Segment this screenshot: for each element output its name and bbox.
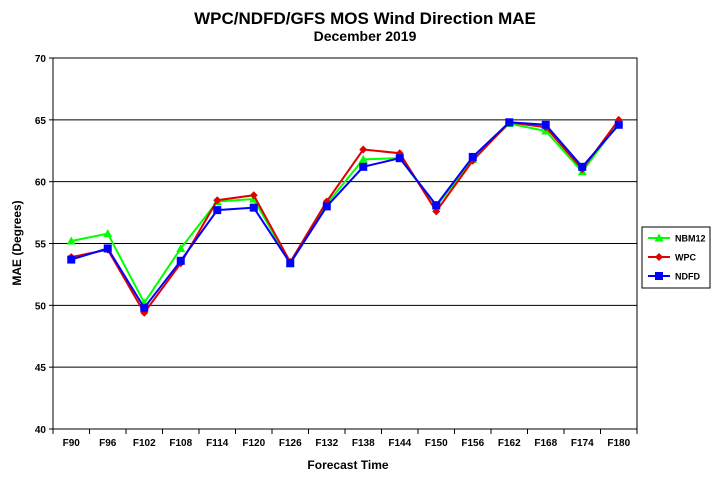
data-point bbox=[140, 303, 149, 312]
legend-marker bbox=[654, 233, 664, 242]
legend-label: NBM12 bbox=[675, 234, 706, 244]
data-point bbox=[359, 145, 368, 154]
data-point bbox=[358, 154, 368, 163]
data-point bbox=[176, 243, 186, 252]
legend-marker bbox=[655, 253, 663, 261]
data-point bbox=[249, 191, 258, 200]
legend-marker bbox=[655, 272, 663, 280]
x-tick-label: F120 bbox=[242, 438, 265, 449]
data-point bbox=[176, 256, 185, 265]
x-tick-label: F114 bbox=[206, 438, 229, 449]
y-tick-label: 55 bbox=[35, 240, 47, 251]
legend-label: NDFD bbox=[675, 272, 700, 282]
x-tick-label: F102 bbox=[133, 438, 156, 449]
x-tick-label: F150 bbox=[425, 438, 448, 449]
series-lines bbox=[66, 115, 624, 317]
series-line bbox=[71, 121, 620, 305]
chart-subtitle: December 2019 bbox=[314, 28, 417, 44]
data-point bbox=[213, 196, 222, 205]
data-point bbox=[67, 255, 76, 264]
y-axis-ticks: 40 45 50 55 60 65 70 bbox=[35, 54, 53, 436]
data-point bbox=[249, 203, 258, 212]
x-tick-label: F90 bbox=[63, 438, 81, 449]
legend-entry-nbm12: NBM12 bbox=[648, 233, 706, 244]
x-tick-label: F168 bbox=[534, 438, 557, 449]
legend-entry-ndfd: NDFD bbox=[648, 272, 700, 282]
x-tick-label: F156 bbox=[461, 438, 484, 449]
y-tick-label: 50 bbox=[35, 301, 47, 312]
x-tick-label: F180 bbox=[607, 438, 630, 449]
data-point bbox=[359, 162, 368, 171]
x-tick-label: F126 bbox=[279, 438, 302, 449]
data-point bbox=[505, 118, 514, 127]
data-point bbox=[541, 120, 550, 129]
y-tick-label: 65 bbox=[35, 116, 47, 127]
data-point bbox=[213, 206, 222, 215]
x-axis-label: Forecast Time bbox=[307, 458, 388, 472]
data-point bbox=[103, 229, 113, 238]
chart-title: WPC/NDFD/GFS MOS Wind Direction MAE bbox=[194, 9, 536, 28]
x-tick-label: F108 bbox=[169, 438, 192, 449]
data-point bbox=[614, 120, 623, 129]
series-ndfd bbox=[67, 118, 623, 312]
series-line bbox=[71, 119, 620, 315]
x-tick-label: F138 bbox=[352, 438, 375, 449]
y-axis-label: MAE (Degrees) bbox=[10, 200, 24, 285]
data-point bbox=[286, 259, 295, 268]
legend: NBM12 WPC NDFD bbox=[641, 226, 711, 289]
data-point bbox=[578, 162, 587, 171]
data-point bbox=[468, 152, 477, 161]
x-tick-label: F96 bbox=[99, 438, 117, 449]
y-tick-label: 40 bbox=[35, 425, 47, 436]
x-tick-label: F162 bbox=[498, 438, 521, 449]
x-tick-label: F132 bbox=[315, 438, 338, 449]
data-point bbox=[432, 201, 441, 210]
y-tick-label: 60 bbox=[35, 178, 47, 189]
y-tick-label: 70 bbox=[35, 54, 47, 65]
data-point bbox=[103, 244, 112, 253]
x-axis-ticks: F90 F96 F102 F108 F114 F120 F126 F132 F138 F144 F1… bbox=[52, 429, 638, 449]
data-point bbox=[322, 202, 331, 211]
x-tick-label: F144 bbox=[388, 438, 411, 449]
data-point bbox=[432, 207, 441, 216]
x-tick-label: F174 bbox=[571, 438, 594, 449]
data-point bbox=[395, 154, 404, 163]
series-line bbox=[70, 121, 620, 310]
legend-label: WPC bbox=[675, 253, 696, 263]
y-tick-label: 45 bbox=[35, 363, 47, 374]
legend-entry-wpc: WPC bbox=[648, 253, 696, 263]
data-point bbox=[66, 236, 76, 245]
